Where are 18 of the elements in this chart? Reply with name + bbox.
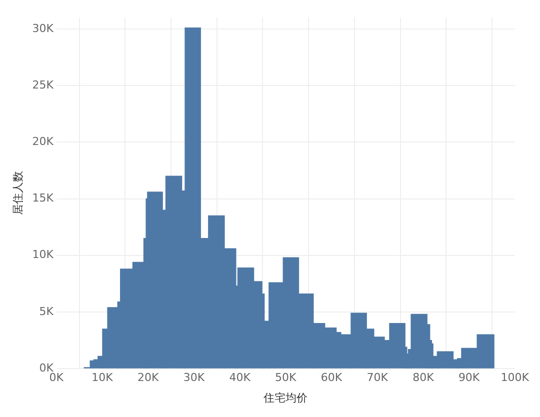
y-tick-label: 5K xyxy=(39,304,54,318)
y-axis-title: 居住人数 xyxy=(11,171,24,216)
x-tick-label: 10K xyxy=(92,371,114,384)
y-tick-label: 25K xyxy=(32,78,54,92)
x-tick-label: 60K xyxy=(320,371,343,384)
x-tick-label: 30K xyxy=(183,371,206,384)
x-tick-label: 20K xyxy=(138,371,160,384)
y-tick-label: 15K xyxy=(32,192,54,205)
x-tick-label: 80K xyxy=(412,371,435,384)
y-tick-label: 30K xyxy=(32,22,54,35)
x-tick-label: 40K xyxy=(229,371,252,384)
x-axis-title: 住宅均价 xyxy=(264,391,308,404)
x-tick-label: 100K xyxy=(500,371,530,384)
x-tick-label: 90K xyxy=(458,371,480,384)
x-tick-label: 50K xyxy=(275,371,298,384)
y-tick-label: 10K xyxy=(32,248,54,262)
x-tick-label: 70K xyxy=(366,371,389,384)
y-tick-label: 20K xyxy=(32,135,54,148)
